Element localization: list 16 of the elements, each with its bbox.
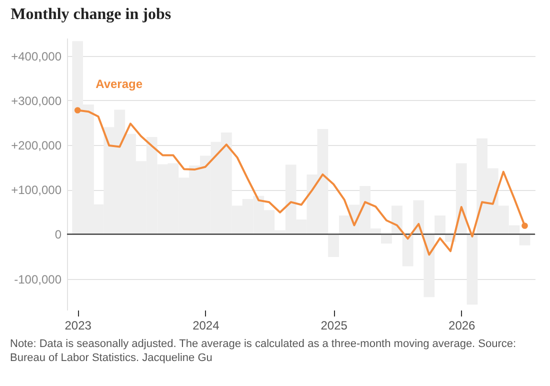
bar: [456, 163, 467, 234]
chart-title: Monthly change in jobs: [10, 6, 172, 23]
text: Note: Data is seasonally adjusted. The average is calculated as a three-month moving average. Source: Bureau of Labor Statistics. Jacqueline Gu: [10, 337, 518, 365]
x-tick-label: 2025: [320, 318, 348, 332]
bar: [519, 234, 530, 246]
y-tick-label: -100,000: [14, 272, 62, 286]
series-label: Average: [96, 77, 143, 92]
y-tick-label: +400,000: [11, 49, 62, 64]
y-tick-label: +300,000: [11, 94, 62, 108]
y-tick-label: 0: [54, 228, 62, 242]
y-tick-label: +200,000: [11, 138, 62, 153]
x-tick-label: 2023: [64, 318, 92, 332]
x-tick-label: 2024: [192, 318, 220, 332]
x-tick-label: 2026: [448, 318, 476, 332]
bar: [328, 234, 340, 257]
y-tick-label: +100,000: [11, 183, 62, 198]
